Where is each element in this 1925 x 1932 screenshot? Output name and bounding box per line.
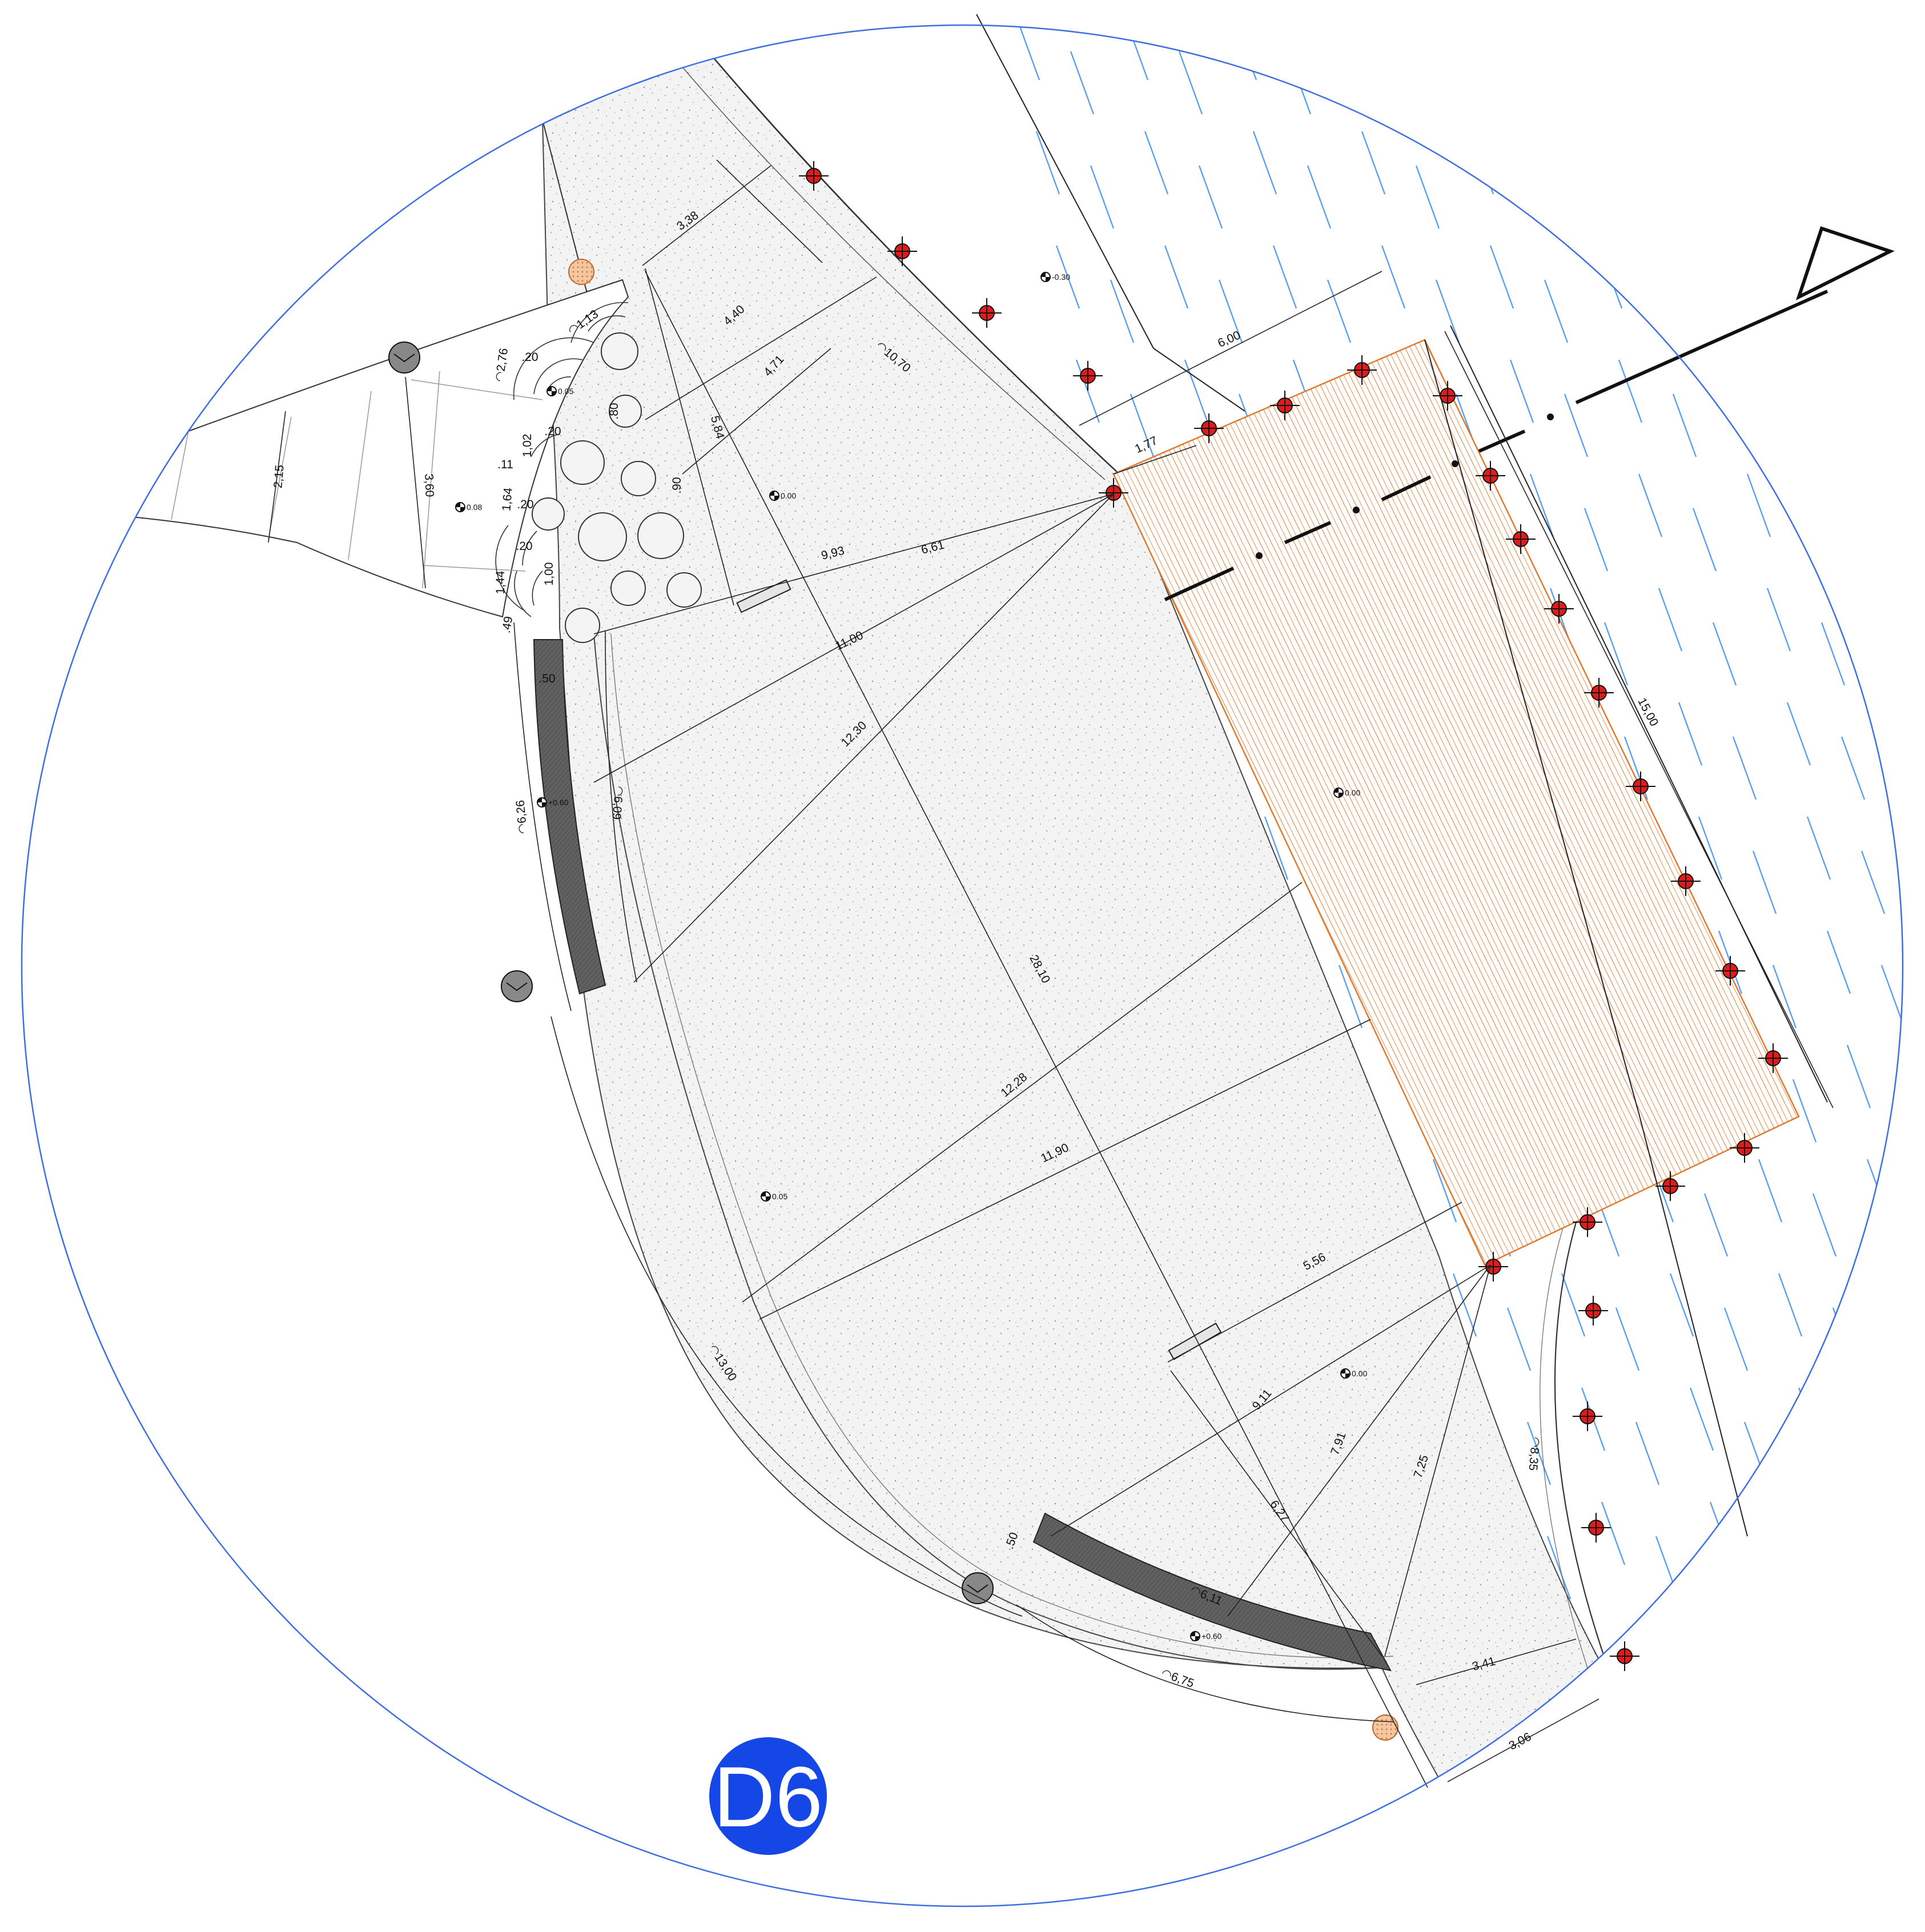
sheet-badge-label: D6 bbox=[713, 1749, 823, 1845]
spot-level: +0.60 bbox=[537, 797, 569, 808]
light-marker-icon bbox=[1581, 1513, 1611, 1543]
light-marker-icon bbox=[1671, 866, 1701, 896]
spot-level: 0.05 bbox=[546, 386, 573, 396]
dimension-label: .11 bbox=[497, 458, 513, 471]
bench-north bbox=[736, 579, 791, 613]
light-marker-icon bbox=[972, 298, 1002, 328]
light-marker-icon bbox=[887, 236, 917, 266]
dimension-label: 2,15 bbox=[271, 464, 286, 489]
dimension-label: 1,77 bbox=[1133, 434, 1160, 456]
retaining-wall-west bbox=[533, 639, 606, 995]
light-marker-icon bbox=[1194, 413, 1224, 443]
red-markers bbox=[799, 161, 1788, 1671]
light-marker-icon bbox=[1573, 1401, 1602, 1431]
light-marker-icon bbox=[1715, 956, 1745, 986]
dimension-label: 3,60 bbox=[422, 473, 436, 497]
dimension-label: 1,64 bbox=[500, 487, 515, 512]
spot-level: -0.30 bbox=[1040, 272, 1070, 282]
site-boundary-circle bbox=[21, 24, 1904, 1907]
spot-level-label: -0.30 bbox=[1052, 272, 1070, 282]
light-marker-icon bbox=[1578, 1296, 1608, 1326]
drain-pad-north bbox=[568, 259, 594, 285]
light-marker-icon bbox=[1270, 391, 1300, 420]
dimension-label: .90 bbox=[670, 477, 684, 493]
spot-level-label: 0.00 bbox=[1345, 788, 1360, 797]
stepping-stones bbox=[532, 332, 702, 643]
light-marker-icon bbox=[1573, 1207, 1602, 1237]
dimension-label: .20 bbox=[516, 540, 532, 553]
spot-level: 0.08 bbox=[455, 502, 482, 512]
spot-level: 0.00 bbox=[1340, 1368, 1367, 1379]
spot-level: 0.00 bbox=[1333, 788, 1360, 798]
light-marker-icon bbox=[1506, 524, 1536, 554]
light-marker-icon bbox=[1758, 1043, 1788, 1073]
sheet-badge: D6 bbox=[709, 1737, 827, 1855]
dimension-label: 1,02 bbox=[521, 434, 534, 457]
spot-level-label: +0.60 bbox=[548, 798, 569, 807]
dimension-label: .20 bbox=[544, 425, 561, 438]
light-marker-icon bbox=[799, 161, 829, 191]
spot-level-label: 0.00 bbox=[1352, 1369, 1367, 1378]
light-marker-icon bbox=[1610, 1641, 1639, 1671]
light-marker-icon bbox=[1433, 381, 1462, 411]
spot-level: 0.05 bbox=[761, 1191, 787, 1202]
spot-level-label: +0.60 bbox=[1201, 1632, 1222, 1641]
spot-level: +0.60 bbox=[1190, 1631, 1222, 1641]
drain-pad-south bbox=[1372, 1714, 1398, 1741]
dimension-label: 1,44 bbox=[494, 571, 507, 594]
spot-level: 0.00 bbox=[769, 491, 796, 501]
dimension-label: 1,00 bbox=[542, 563, 556, 586]
dimension-label: 3,06 bbox=[1507, 1730, 1534, 1753]
dimension-label: ◠6,09 bbox=[609, 785, 625, 820]
dimension-label: ◠8,35 bbox=[1526, 1436, 1542, 1471]
light-marker-icon bbox=[1476, 461, 1505, 491]
light-marker-icon bbox=[1478, 1252, 1508, 1282]
dimension-label: .20 bbox=[521, 351, 538, 364]
spot-level-label: 0.05 bbox=[772, 1192, 787, 1201]
dimension-label: ◠6,75 bbox=[1159, 1666, 1195, 1690]
light-marker-icon bbox=[1073, 361, 1103, 391]
light-marker-icon bbox=[1347, 355, 1377, 385]
north-arrow-icon bbox=[1795, 226, 1895, 300]
retaining-wall-south bbox=[1032, 1512, 1392, 1672]
dimension-label: ◠6,26 bbox=[513, 800, 529, 834]
dimension-label: .49 bbox=[500, 615, 516, 634]
utility-symbols bbox=[388, 342, 994, 1604]
west-path bbox=[130, 279, 629, 618]
light-marker-icon bbox=[1655, 1171, 1685, 1201]
deck-axis-line bbox=[1164, 290, 1828, 601]
spot-level-label: 0.00 bbox=[781, 491, 796, 500]
light-marker-icon bbox=[1626, 772, 1655, 801]
dimension-label: .20 bbox=[517, 498, 533, 511]
dimension-label: .50 bbox=[538, 672, 555, 685]
dimension-label: .80 bbox=[608, 403, 621, 419]
light-marker-icon bbox=[1544, 594, 1574, 624]
spot-level-label: 0.08 bbox=[467, 503, 482, 512]
light-marker-icon bbox=[1730, 1133, 1759, 1163]
light-marker-icon bbox=[1584, 678, 1614, 708]
wooden-deck bbox=[1112, 339, 1800, 1266]
spot-level-label: 0.05 bbox=[558, 387, 573, 396]
dimension-lines bbox=[268, 159, 1834, 1788]
